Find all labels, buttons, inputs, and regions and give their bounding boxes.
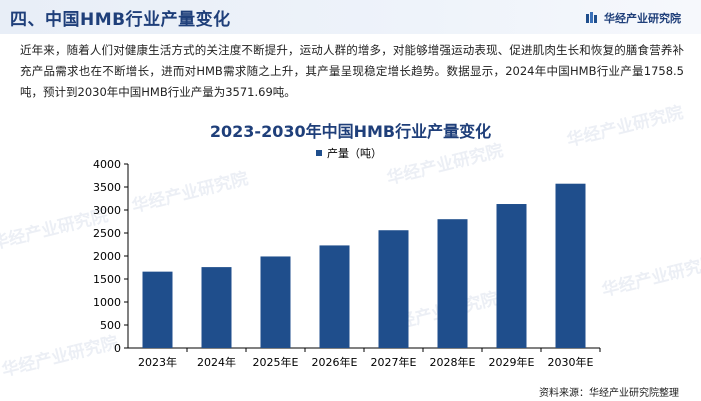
x-tick-label: 2024年 [197,355,236,369]
x-tick-label: 2027年E [371,355,417,369]
header-bar: 四、中国HMB行业产量变化 华经产业研究院 [0,0,701,34]
brand-logo-icon [586,12,597,23]
x-tick-label: 2029年E [489,355,535,369]
legend-label: 产量（吨） [327,146,382,160]
y-tick-label: 500 [100,319,121,332]
y-tick-label: 2000 [93,250,121,263]
page-title: 四、中国HMB行业产量变化 [10,10,231,30]
bar [142,271,173,348]
x-tick-label: 2030年E [548,355,594,369]
source-note: 资料来源：华经产业研究院整理 [539,388,679,399]
bar [555,183,586,348]
x-tick-label: 2028年E [430,355,476,369]
y-tick-label: 2500 [93,227,121,240]
y-tick-label: 1500 [93,273,121,286]
bar [201,267,232,348]
bar [437,219,468,348]
legend-swatch [316,150,322,156]
brand: 华经产业研究院 [586,10,681,26]
chart-title: 2023-2030年中国HMB行业产量变化 [209,122,492,141]
x-tick-label: 2025年E [253,355,299,369]
x-tick-label: 2023年 [138,355,177,369]
bar [378,230,409,348]
bar [319,245,350,348]
y-tick-label: 0 [114,342,121,355]
y-tick-label: 1000 [93,296,121,309]
y-tick-label: 4000 [93,158,121,171]
bar [260,256,291,348]
y-tick-label: 3500 [93,181,121,194]
x-tick-label: 2026年E [312,355,358,369]
y-tick-label: 3000 [93,204,121,217]
bar [496,204,527,348]
intro-paragraph: 近年来，随着人们对健康生活方式的关注度不断提升，运动人群的增多，对能够增强运动表… [20,43,684,99]
brand-name: 华经产业研究院 [604,12,681,25]
